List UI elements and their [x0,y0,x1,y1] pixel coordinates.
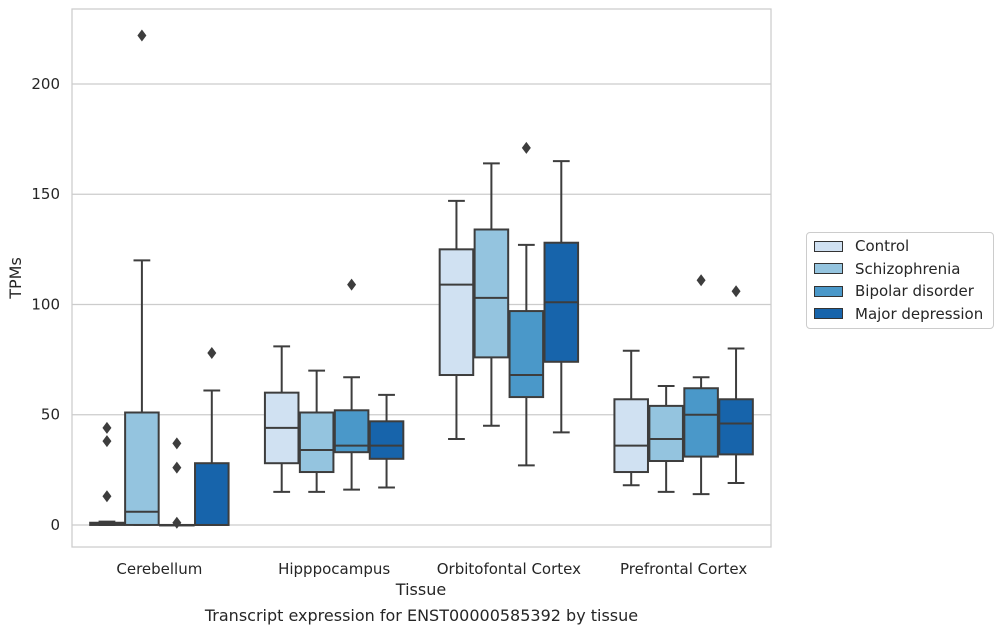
boxes-layer [89,29,754,529]
outlier-point [207,346,217,359]
legend-swatch [814,263,843,275]
legend-item: Schizophrenia [807,258,993,281]
outlier-point [696,274,706,287]
plot-frame [71,8,772,548]
box [683,387,719,458]
legend-label: Major depression [855,304,984,323]
outlier-point [731,285,741,298]
box [438,248,475,377]
legend-swatch [814,308,843,320]
box-group [508,141,545,467]
outlier-point [172,437,182,450]
legend-label: Schizophrenia [855,259,961,278]
legend-label: Control [855,237,910,256]
box-group [368,393,405,489]
y-tick-label: 200 [31,75,60,93]
box [194,462,230,526]
box-group [333,278,370,491]
box-group [683,274,719,496]
outlier-point [137,29,147,42]
box-group [613,349,649,487]
box-group [194,346,230,526]
box [613,398,649,474]
box [473,228,510,359]
y-tick-label: 0 [50,516,60,534]
x-tick-labels: Cerebellum Hipppocampus Orbitofontal Corte… [116,560,747,578]
x-tick-label: Orbitofontal Cortex [437,560,581,578]
x-tick-label: Hipppocampus [278,560,390,578]
box-group [438,199,475,440]
x-tick-label: Prefrontal Cortex [620,560,747,578]
legend-label: Bipolar disorder [855,282,974,301]
box-group [124,29,160,526]
legend: Control Schizophrenia Bipolar disorder Majo… [806,232,994,329]
outlier-point [102,435,112,448]
outlier-point [521,141,531,154]
box [368,420,405,460]
box-group [718,285,754,485]
legend-item: Bipolar disorder [807,280,993,303]
y-tick-label: 50 [41,406,60,424]
box-group [89,421,125,526]
box [508,310,545,399]
outlier-point [347,278,357,291]
box-group [298,369,335,493]
outlier-point [172,516,182,529]
box-group [648,385,684,493]
box-group [159,437,195,529]
chart-caption: Transcript expression for ENST0000058539… [204,606,639,625]
x-tick-label: Cerebellum [116,560,202,578]
legend-swatch [814,285,843,297]
box [648,404,684,463]
legend-item: Control [807,235,993,258]
legend-item: Major depression [807,303,993,326]
y-tick-labels: 0 50 100 150 200 [31,75,60,534]
legend-swatch [814,240,843,252]
x-axis-label: Tissue [395,580,446,599]
box [124,411,160,526]
box-group [543,160,580,434]
box [718,398,754,456]
box-group [263,345,300,493]
outlier-point [102,421,112,434]
y-tick-label: 100 [31,295,60,313]
outlier-point [102,490,112,503]
box [298,411,335,474]
y-axis-label: TPMs [6,257,25,300]
box-group [473,162,510,427]
y-tick-label: 150 [31,185,60,203]
outlier-point [172,461,182,474]
